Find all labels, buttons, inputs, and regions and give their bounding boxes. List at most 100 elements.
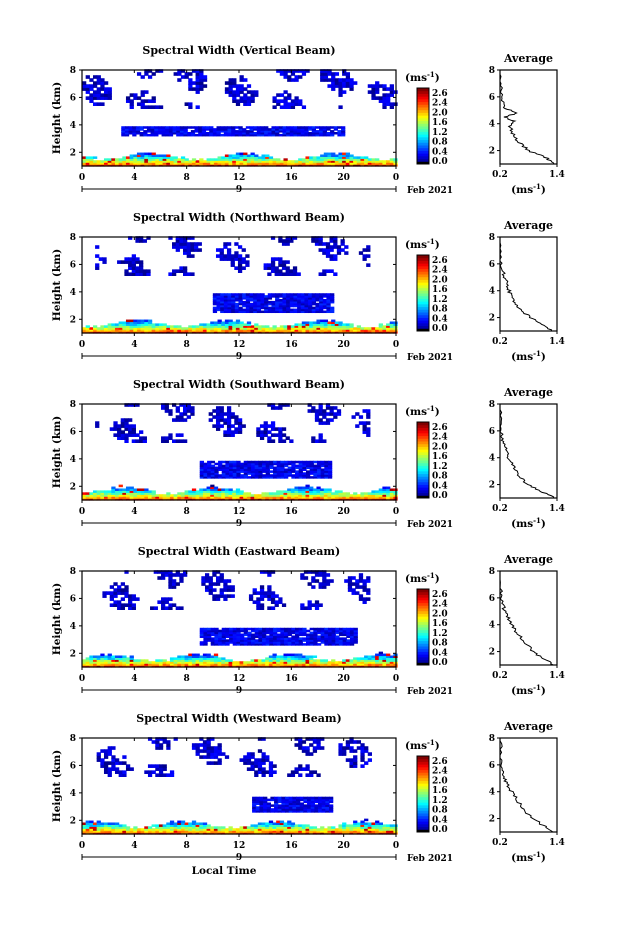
chart-title: Spectral Width (Westward Beam) bbox=[136, 712, 341, 725]
heatmap-cell bbox=[267, 430, 271, 434]
heatmap-cell bbox=[163, 824, 167, 827]
heatmap-cell bbox=[181, 156, 185, 159]
heatmap-cell bbox=[305, 824, 309, 827]
heatmap-cell bbox=[231, 594, 235, 598]
heatmap-cell bbox=[275, 427, 279, 431]
heatmap-cell bbox=[293, 126, 297, 129]
heatmap-cell bbox=[265, 657, 269, 660]
heatmap-cell bbox=[108, 654, 112, 657]
heatmap-cell bbox=[324, 320, 328, 323]
heatmap-cell bbox=[236, 320, 240, 323]
average-xlabel-base: (ms bbox=[511, 685, 533, 697]
heatmap-cell bbox=[301, 293, 305, 296]
heatmap-cell bbox=[331, 492, 335, 495]
colorbar-unit-close: ) bbox=[435, 72, 440, 84]
heatmap-cell bbox=[271, 433, 275, 437]
heatmap-cell bbox=[95, 245, 99, 249]
heatmap-cell bbox=[238, 418, 242, 422]
colorbar-tick-label: 1.6 bbox=[432, 619, 448, 629]
heatmap-cell bbox=[359, 415, 363, 419]
heatmap-cell bbox=[291, 822, 295, 825]
heatmap-cell bbox=[357, 156, 361, 159]
heatmap-cell bbox=[304, 126, 308, 129]
average-title: Average bbox=[503, 52, 553, 65]
heatmap-cell bbox=[309, 321, 313, 324]
heatmap-cell bbox=[280, 160, 284, 163]
heatmap-cell bbox=[251, 90, 255, 94]
heatmap-cell bbox=[327, 84, 331, 88]
heatmap-cell bbox=[89, 78, 93, 82]
x-tick-label: 8 bbox=[184, 173, 190, 183]
heatmap-cell bbox=[246, 130, 250, 133]
heatmap-cell bbox=[144, 153, 148, 156]
average-xlabel-base: (ms bbox=[511, 518, 533, 530]
colorbar-tick-label: 2.6 bbox=[432, 256, 448, 266]
average-x-axis-label: (ms-1) bbox=[511, 516, 546, 530]
heatmap-cell bbox=[122, 655, 126, 658]
heatmap-cell bbox=[281, 797, 285, 800]
heatmap-cell bbox=[121, 126, 125, 129]
heatmap-cell bbox=[170, 821, 174, 824]
heatmap-cell bbox=[144, 90, 148, 94]
heatmap-cell bbox=[188, 72, 192, 76]
heatmap-cell bbox=[222, 628, 226, 631]
date-label: Feb 2021 bbox=[407, 186, 453, 196]
y-axis-label: Height (km) bbox=[51, 249, 63, 321]
heatmap-cell bbox=[271, 293, 275, 296]
heatmap-cell bbox=[203, 463, 207, 466]
x-tick-label: 16 bbox=[285, 173, 298, 183]
x-tick-label: 4 bbox=[131, 173, 137, 183]
heatmap-cell bbox=[268, 307, 272, 310]
heatmap-cell bbox=[227, 293, 231, 296]
heatmap-cell bbox=[298, 158, 302, 161]
heatmap-cell bbox=[130, 93, 134, 97]
heatmap-cell bbox=[293, 293, 297, 296]
heatmap-cell bbox=[338, 153, 342, 156]
heatmap-cell bbox=[229, 320, 233, 323]
heatmap-cell bbox=[247, 461, 251, 464]
heatmap-cell bbox=[165, 436, 169, 440]
heatmap-cell bbox=[280, 93, 284, 97]
heatmap-cell bbox=[364, 655, 368, 658]
heatmap-cell bbox=[132, 126, 136, 129]
heatmap-cell bbox=[111, 323, 115, 326]
heatmap-cell bbox=[349, 154, 353, 157]
heatmap-cell bbox=[213, 128, 217, 131]
heatmap-cell bbox=[172, 439, 176, 443]
colorbar-unit-close: ) bbox=[435, 239, 440, 251]
heatmap-cell bbox=[375, 327, 379, 330]
heatmap-cell bbox=[284, 468, 288, 471]
heatmap-cell bbox=[258, 628, 262, 631]
heatmap-cell bbox=[139, 430, 143, 434]
heatmap-cell bbox=[322, 269, 326, 273]
heatmap-cell bbox=[346, 72, 350, 76]
heatmap-cell bbox=[341, 248, 345, 252]
colorbar-unit: (ms-1) bbox=[405, 571, 440, 585]
heatmap-cell bbox=[338, 824, 342, 827]
heatmap-cell bbox=[252, 797, 256, 800]
heatmap-cell bbox=[366, 245, 370, 249]
heatmap-cell bbox=[176, 582, 180, 586]
heatmap-cell bbox=[280, 628, 284, 631]
heatmap-cell bbox=[243, 87, 247, 91]
heatmap-cell bbox=[82, 822, 86, 825]
heatmap-cell bbox=[287, 488, 291, 491]
heatmap-cell bbox=[339, 628, 343, 631]
heatmap-cell bbox=[221, 321, 225, 324]
heatmap-cell bbox=[166, 822, 170, 825]
heatmap-cell bbox=[253, 132, 257, 135]
x-tick-label: 12 bbox=[233, 507, 246, 517]
heatmap-cell bbox=[159, 105, 163, 109]
heatmap-cell bbox=[279, 299, 283, 302]
heatmap-cell bbox=[304, 606, 308, 610]
heatmap-cell bbox=[86, 96, 90, 100]
heatmap-cell bbox=[86, 325, 90, 328]
heatmap-cell bbox=[220, 248, 224, 252]
heatmap-cell bbox=[331, 153, 335, 156]
heatmap-cell bbox=[132, 594, 136, 598]
heatmap-cell bbox=[176, 439, 180, 443]
x-tick-label: 8 bbox=[184, 507, 190, 517]
heatmap-cell bbox=[249, 293, 253, 296]
heatmap-cell bbox=[275, 594, 279, 598]
